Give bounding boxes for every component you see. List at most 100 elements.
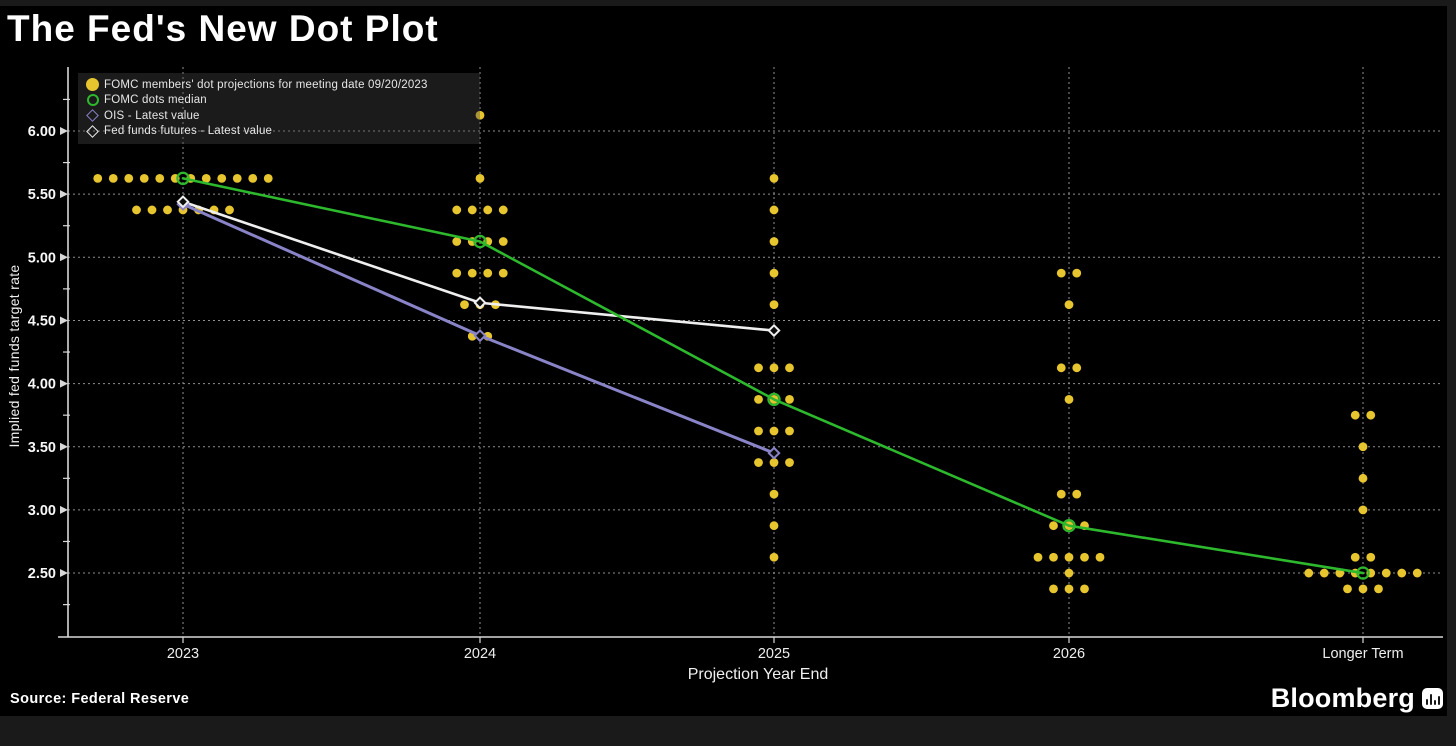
fomc-dot <box>201 173 211 183</box>
median-circle-legend-icon <box>86 94 104 107</box>
fomc-dot <box>263 173 273 183</box>
fomc-dot <box>769 521 779 531</box>
fomc-dot <box>769 300 779 310</box>
median-line <box>181 177 1365 575</box>
fomc-dot <box>1064 300 1074 310</box>
legend-item: Fed funds futures - Latest value <box>86 124 474 140</box>
futures-diamond-marker <box>767 323 781 338</box>
fomc-dot <box>467 268 477 278</box>
fomc-dot <box>155 173 165 183</box>
fomc-dot <box>248 173 258 183</box>
chart-panel <box>0 6 1447 716</box>
fomc-dot <box>483 205 493 215</box>
legend-item: FOMC members' dot projections for meetin… <box>86 77 474 93</box>
fomc-dot <box>1366 410 1376 420</box>
fomc-dot <box>124 173 134 183</box>
fomc-dot <box>498 237 508 246</box>
y-tick-label: 5.50 <box>28 187 56 203</box>
fomc-dot <box>1381 568 1391 578</box>
y-tick-label: 5.00 <box>28 250 56 266</box>
fomc-dot <box>1319 568 1329 578</box>
fomc-dot <box>1064 584 1074 594</box>
fomc-dot <box>132 205 141 215</box>
fomc-dot <box>1358 584 1368 594</box>
fomc-dot <box>1343 584 1352 594</box>
fomc-dot <box>460 300 469 310</box>
fomc-dot <box>1350 552 1360 562</box>
fomc-dot <box>1397 568 1407 578</box>
fomc-dot <box>754 426 763 436</box>
fomc-dot <box>1049 552 1058 562</box>
fomc-dot <box>769 173 779 183</box>
fomc-dot <box>1064 552 1074 562</box>
fomc-dot <box>785 363 794 373</box>
chart-legend: FOMC members' dot projections for meetin… <box>78 73 480 144</box>
y-tick-label: 6.00 <box>28 124 56 140</box>
futures-diamond-marker <box>473 296 487 310</box>
fomc-dot <box>754 458 763 467</box>
fomc-dot <box>1072 489 1082 499</box>
y-major-tick <box>60 316 68 325</box>
ois-diamond-marker <box>473 328 487 343</box>
fomc-dot <box>769 237 779 246</box>
fomc-dot <box>232 173 242 183</box>
fomc-dot <box>93 173 103 183</box>
y-tick-label: 4.00 <box>28 377 56 393</box>
legend-label: OIS - Latest value <box>104 109 200 122</box>
fomc-dot <box>467 205 477 215</box>
fomc-dot <box>475 110 485 120</box>
legend-label: FOMC members' dot projections for meetin… <box>104 78 428 91</box>
fomc-dot <box>1366 552 1376 562</box>
fomc-dot <box>1358 473 1368 483</box>
median-circle-marker <box>473 234 487 249</box>
legend-label: FOMC dots median <box>104 94 207 107</box>
bloomberg-wordmark: Bloomberg <box>1270 682 1415 713</box>
fomc-dot <box>498 205 508 215</box>
fomc-dot <box>785 394 794 404</box>
fomc-dot <box>754 394 763 404</box>
y-major-tick <box>60 442 68 451</box>
fomc-dot <box>1080 584 1089 594</box>
fomc-dot <box>769 268 779 278</box>
fomc-dot <box>1374 584 1383 594</box>
x-tick-label: Longer Term <box>1322 646 1403 662</box>
fomc-dot <box>769 458 779 467</box>
fomc-dot <box>475 173 485 183</box>
fomc-dot <box>1049 584 1058 594</box>
x-axis-title: Projection Year End <box>688 666 829 683</box>
futures-diamond-marker <box>176 195 190 209</box>
fomc-dot <box>217 173 227 183</box>
fomc-dot <box>139 173 149 183</box>
fomc-dot <box>785 458 794 467</box>
fomc-dot <box>769 489 779 499</box>
fomc-dot <box>769 552 779 562</box>
fomc-dot <box>1049 521 1058 531</box>
y-major-tick <box>60 127 68 135</box>
y-major-tick <box>60 505 68 514</box>
fomc-dot <box>1064 394 1074 404</box>
fomc-dot <box>1358 505 1368 515</box>
y-major-tick <box>60 190 68 199</box>
fomc-dot <box>108 173 118 183</box>
y-major-tick <box>60 569 68 578</box>
fomc-dot <box>452 205 462 215</box>
bloomberg-chart-icon <box>1422 687 1443 709</box>
fomc-dot <box>1056 268 1066 278</box>
fomc-dot-legend-icon <box>86 78 104 92</box>
fomc-dot <box>225 205 234 215</box>
median-circle-marker <box>1062 518 1076 533</box>
fomc-dot <box>1095 552 1105 562</box>
median-circle-marker <box>1356 566 1370 580</box>
fomc-dot <box>1072 363 1082 373</box>
fomc-dot <box>754 363 763 373</box>
fomc-dot <box>1072 268 1082 278</box>
y-major-tick <box>60 379 68 388</box>
fomc-dot <box>1033 552 1043 562</box>
fomc-dot <box>1358 442 1368 452</box>
fomc-dot <box>785 426 794 436</box>
y-tick-label: 4.50 <box>28 313 56 329</box>
source-label: Source: Federal Reserve <box>10 691 190 707</box>
fomc-dot <box>163 205 172 215</box>
y-tick-label: 3.00 <box>28 503 56 519</box>
page-title: The Fed's New Dot Plot <box>7 8 439 49</box>
